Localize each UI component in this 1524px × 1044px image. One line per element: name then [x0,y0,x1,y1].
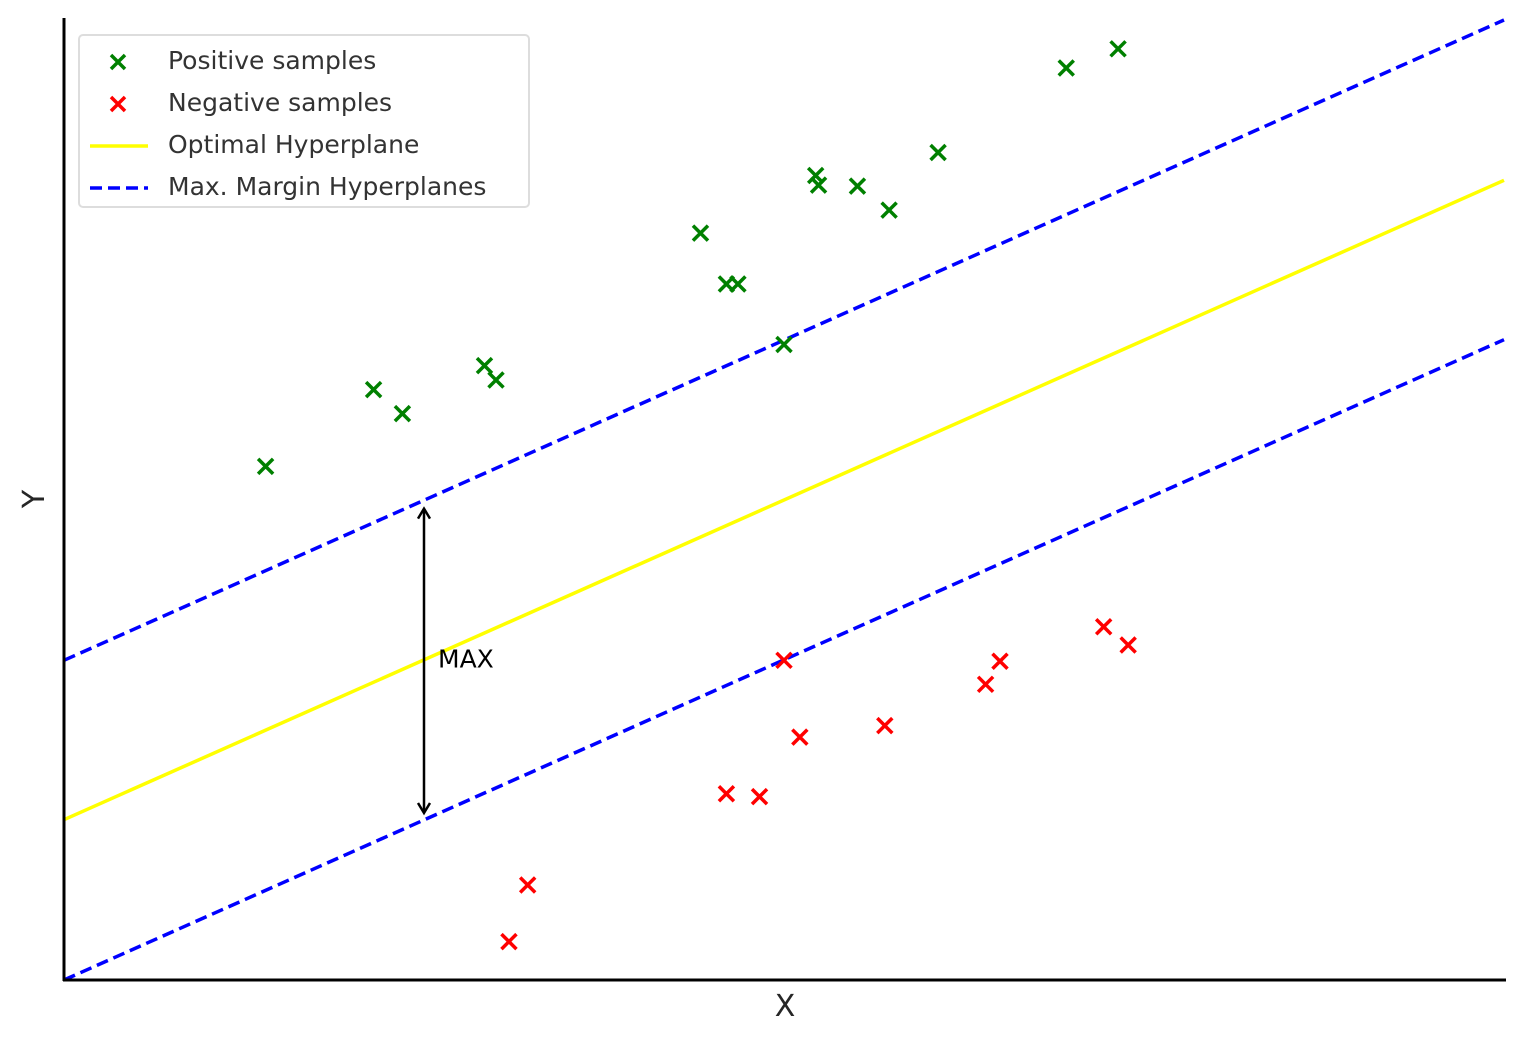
positive-sample-marker [393,404,412,423]
max-annotation-label: MAX [438,644,494,673]
red-x-marker-icon [109,95,127,113]
positive-sample-marker [487,371,505,389]
legend-label: Negative samples [168,88,393,117]
legend-item-margin-hyperplanes: Max. Margin Hyperplanes [80,166,528,208]
plot-area [63,18,1505,982]
margin-hyperplane-line [63,18,1505,662]
negative-sample-marker [976,675,995,694]
legend-label: Positive samples [168,46,377,75]
optimal-hyperplane-line [63,178,1505,822]
negative-sample-marker [876,716,894,735]
negative-sample-marker [518,876,537,894]
positive-sample-marker [475,356,494,375]
arrow-head-bottom-icon [416,802,432,816]
blue-dashed-line-icon [90,186,148,190]
legend-item-positive: Positive samples [80,40,528,82]
legend-label: Max. Margin Hyperplanes [168,172,487,201]
positive-sample-marker [929,143,947,162]
x-axis-label: X [775,989,796,1024]
legend: Positive samples Negative samples Optima… [78,34,530,208]
positive-sample-marker [729,275,747,293]
legend-label: Optimal Hyperplane [168,130,420,159]
positive-sample-marker [880,201,898,219]
positive-sample-marker [775,335,793,354]
positive-sample-marker [691,224,710,242]
positive-sample-marker [806,166,825,185]
yellow-line-icon [90,144,148,148]
negative-sample-marker [1094,617,1113,636]
green-x-marker-icon [109,53,127,71]
negative-sample-marker [750,787,769,806]
negative-sample-marker [717,785,736,803]
negative-sample-marker [791,728,809,746]
negative-sample-marker [500,932,518,951]
positive-sample-marker [848,177,867,195]
arrow-head-top-icon [416,506,432,520]
positive-sample-marker [1057,59,1075,77]
margin-hyperplane-line [63,338,1505,982]
negative-sample-marker [991,652,1009,671]
positive-sample-marker [256,457,275,476]
legend-item-optimal-hyperplane: Optimal Hyperplane [80,124,528,166]
positive-sample-marker [1109,40,1127,58]
legend-item-negative: Negative samples [80,82,528,124]
positive-sample-marker [809,176,828,194]
positive-sample-marker [364,380,383,399]
y-axis-label: Y [17,489,52,509]
negative-sample-marker [775,651,793,670]
negative-sample-marker [1119,636,1137,654]
